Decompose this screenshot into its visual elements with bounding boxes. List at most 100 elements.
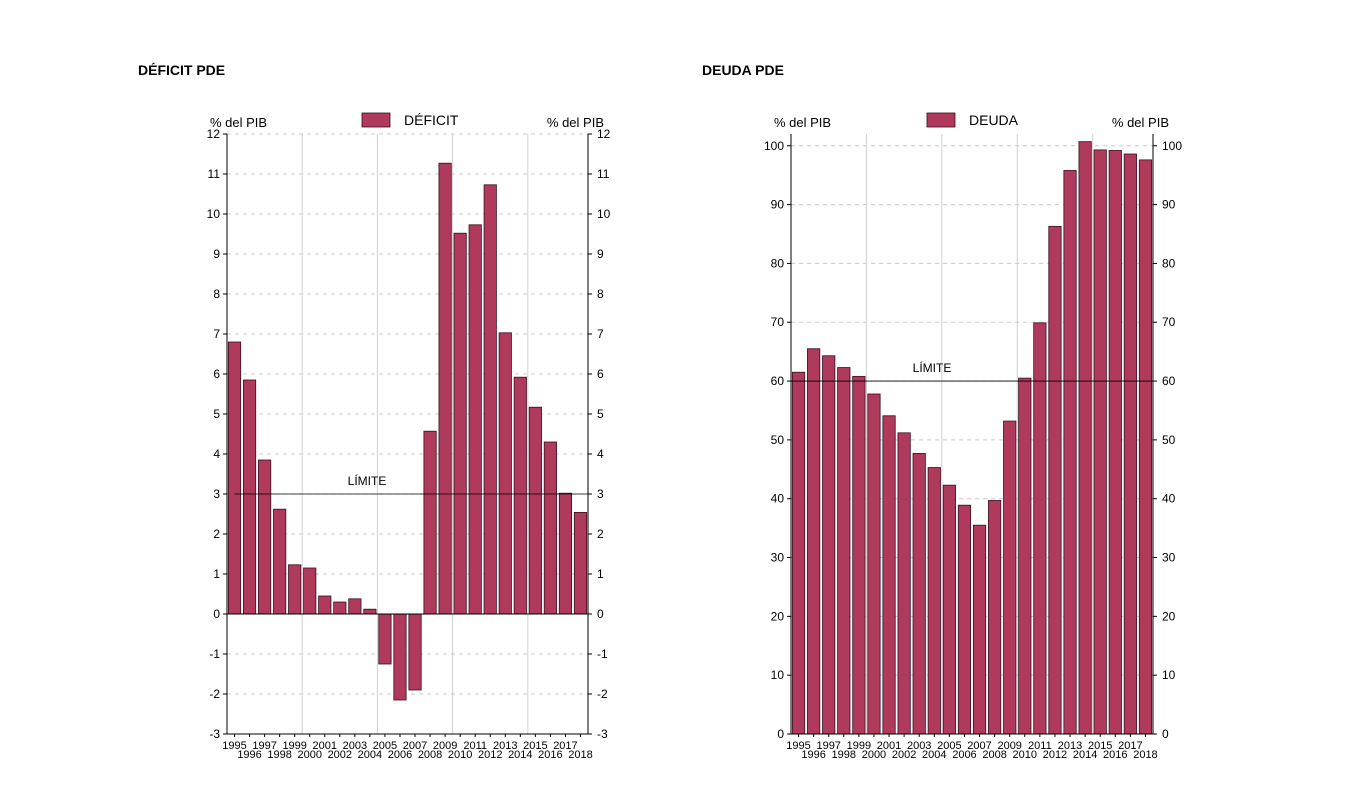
deficit-xtick-label: 2007 bbox=[403, 740, 427, 752]
deficit-ytick-right-label: 12 bbox=[597, 127, 611, 141]
deficit-ytick-left-label: 1 bbox=[213, 567, 220, 581]
deficit-xtick-label: 2015 bbox=[523, 740, 547, 752]
deficit-ytick-left-label: 7 bbox=[213, 327, 220, 341]
deficit-ytick-right-label: -3 bbox=[597, 727, 608, 741]
deuda-bar bbox=[1018, 377, 1032, 735]
deuda-ytick-left-label: 60 bbox=[771, 374, 785, 388]
deficit-xtick-label: 2006 bbox=[388, 749, 412, 761]
deficit-xtick-label: 2000 bbox=[297, 749, 321, 761]
deficit-ytick-right-label: 5 bbox=[597, 407, 604, 421]
deuda-xtick-label: 2017 bbox=[1118, 740, 1142, 752]
deuda-xtick-label: 2010 bbox=[1013, 749, 1037, 761]
deuda-xtick-label: 2004 bbox=[922, 749, 946, 761]
deuda-ytick-right-label: 70 bbox=[1162, 315, 1176, 329]
deficit-xtick-label: 2005 bbox=[373, 740, 397, 752]
deficit-limit-label: LÍMITE bbox=[348, 473, 387, 488]
deficit-xtick-label: 2011 bbox=[463, 740, 487, 752]
deuda-ytick-right-label: 90 bbox=[1162, 198, 1176, 212]
deficit-ytick-right-label: 1 bbox=[597, 567, 604, 581]
deficit-legend-label: DÉFICIT bbox=[404, 112, 459, 128]
deuda-bar bbox=[1003, 420, 1017, 735]
deuda-bar bbox=[867, 393, 881, 735]
deuda-bar bbox=[882, 415, 896, 735]
deuda-xtick-label: 1995 bbox=[786, 740, 810, 752]
deuda-bar bbox=[822, 355, 836, 735]
deuda-ytick-left-label: 70 bbox=[771, 315, 785, 329]
deuda-bar bbox=[837, 367, 851, 735]
deficit-ytick-left-label: 2 bbox=[213, 527, 220, 541]
deuda-bar bbox=[897, 432, 911, 735]
deuda-xtick-label: 2016 bbox=[1103, 749, 1127, 761]
deuda-bar bbox=[927, 467, 941, 735]
deuda-ytick-left-label: 30 bbox=[771, 551, 785, 565]
deficit-xtick-label: 1996 bbox=[237, 749, 261, 761]
deficit-xtick-label: 2014 bbox=[508, 749, 532, 761]
deficit-xtick-label: 1998 bbox=[267, 749, 291, 761]
deficit-xtick-label: 2008 bbox=[418, 749, 442, 761]
deuda-xtick-label: 2006 bbox=[952, 749, 976, 761]
deficit-xtick-label: 2017 bbox=[553, 740, 577, 752]
deuda-ylabel-left: % del PIB bbox=[774, 115, 831, 130]
deuda-ytick-left-label: 90 bbox=[771, 198, 785, 212]
deficit-ytick-right-label: -1 bbox=[597, 647, 608, 661]
deuda-bar bbox=[942, 484, 956, 735]
deficit-xtick-label: 1999 bbox=[282, 740, 306, 752]
deuda-ytick-right-label: 80 bbox=[1162, 256, 1176, 270]
deuda-xtick-label: 2013 bbox=[1058, 740, 1082, 752]
deficit-ytick-right-label: -2 bbox=[597, 687, 608, 701]
deficit-legend-swatch bbox=[361, 112, 391, 128]
deficit-xtick-label: 2010 bbox=[448, 749, 472, 761]
deuda-xtick-label: 2003 bbox=[907, 740, 931, 752]
deficit-xtick-label: 2013 bbox=[493, 740, 517, 752]
deuda-legend-label: DEUDA bbox=[969, 112, 1019, 128]
deficit-xtick-label: 2003 bbox=[343, 740, 367, 752]
deficit-ytick-left-label: -3 bbox=[209, 727, 220, 741]
deuda-ytick-right-label: 0 bbox=[1162, 727, 1169, 741]
deuda-xtick-label: 2000 bbox=[862, 749, 886, 761]
deuda-xtick-label: 2009 bbox=[997, 740, 1021, 752]
deficit-xtick-label: 2002 bbox=[328, 749, 352, 761]
deficit-ytick-right-label: 7 bbox=[597, 327, 604, 341]
deficit-ytick-right-label: 9 bbox=[597, 247, 604, 261]
deuda-bar bbox=[1063, 170, 1077, 735]
deficit-xtick-label: 2012 bbox=[478, 749, 502, 761]
deuda-bar bbox=[1123, 153, 1137, 735]
deficit-ylabel-right: % del PIB bbox=[547, 115, 604, 130]
deuda-xtick-label: 2012 bbox=[1043, 749, 1067, 761]
deuda-bar bbox=[972, 524, 987, 735]
deuda-ytick-right-label: 50 bbox=[1162, 433, 1176, 447]
deuda-ytick-right-label: 30 bbox=[1162, 551, 1176, 565]
deuda-bar bbox=[1108, 150, 1122, 735]
deuda-bar bbox=[852, 375, 866, 735]
deuda-ytick-left-label: 50 bbox=[771, 433, 785, 447]
deficit-ytick-right-label: 4 bbox=[597, 447, 604, 461]
deficit-xtick-label: 2001 bbox=[313, 740, 337, 752]
deficit-ytick-left-label: 8 bbox=[213, 287, 220, 301]
deficit-ytick-left-label: 4 bbox=[213, 447, 220, 461]
deuda-limit-label: LÍMITE bbox=[913, 360, 952, 375]
deuda-xtick-label: 2015 bbox=[1088, 740, 1112, 752]
deficit-xtick-label: 2018 bbox=[568, 749, 592, 761]
deficit-ytick-left-label: 0 bbox=[213, 607, 220, 621]
deuda-bar bbox=[791, 371, 806, 735]
deuda-bar bbox=[957, 504, 972, 735]
deuda-xtick-label: 2014 bbox=[1073, 749, 1097, 761]
deuda-xtick-label: 2002 bbox=[892, 749, 916, 761]
deuda-ylabel-right: % del PIB bbox=[1112, 115, 1169, 130]
deuda-xtick-label: 1999 bbox=[847, 740, 871, 752]
deuda-bar bbox=[988, 500, 1002, 735]
deficit-ytick-left-label: 9 bbox=[213, 247, 220, 261]
deficit-ytick-left-label: 3 bbox=[213, 487, 220, 501]
deuda-ytick-left-label: 20 bbox=[771, 609, 785, 623]
deuda-chart-title: DEUDA PDE bbox=[702, 62, 784, 78]
deficit-ytick-left-label: 12 bbox=[207, 127, 221, 141]
deficit-ylabel-left: % del PIB bbox=[210, 115, 267, 130]
deficit-ytick-left-label: -2 bbox=[209, 687, 220, 701]
deficit-ytick-right-label: 2 bbox=[597, 527, 604, 541]
deficit-xtick-label: 2004 bbox=[358, 749, 382, 761]
deficit-ytick-right-label: 3 bbox=[597, 487, 604, 501]
deficit-ytick-right-label: 0 bbox=[597, 607, 604, 621]
deuda-xtick-label: 2005 bbox=[937, 740, 961, 752]
deuda-xtick-label: 2011 bbox=[1028, 740, 1052, 752]
